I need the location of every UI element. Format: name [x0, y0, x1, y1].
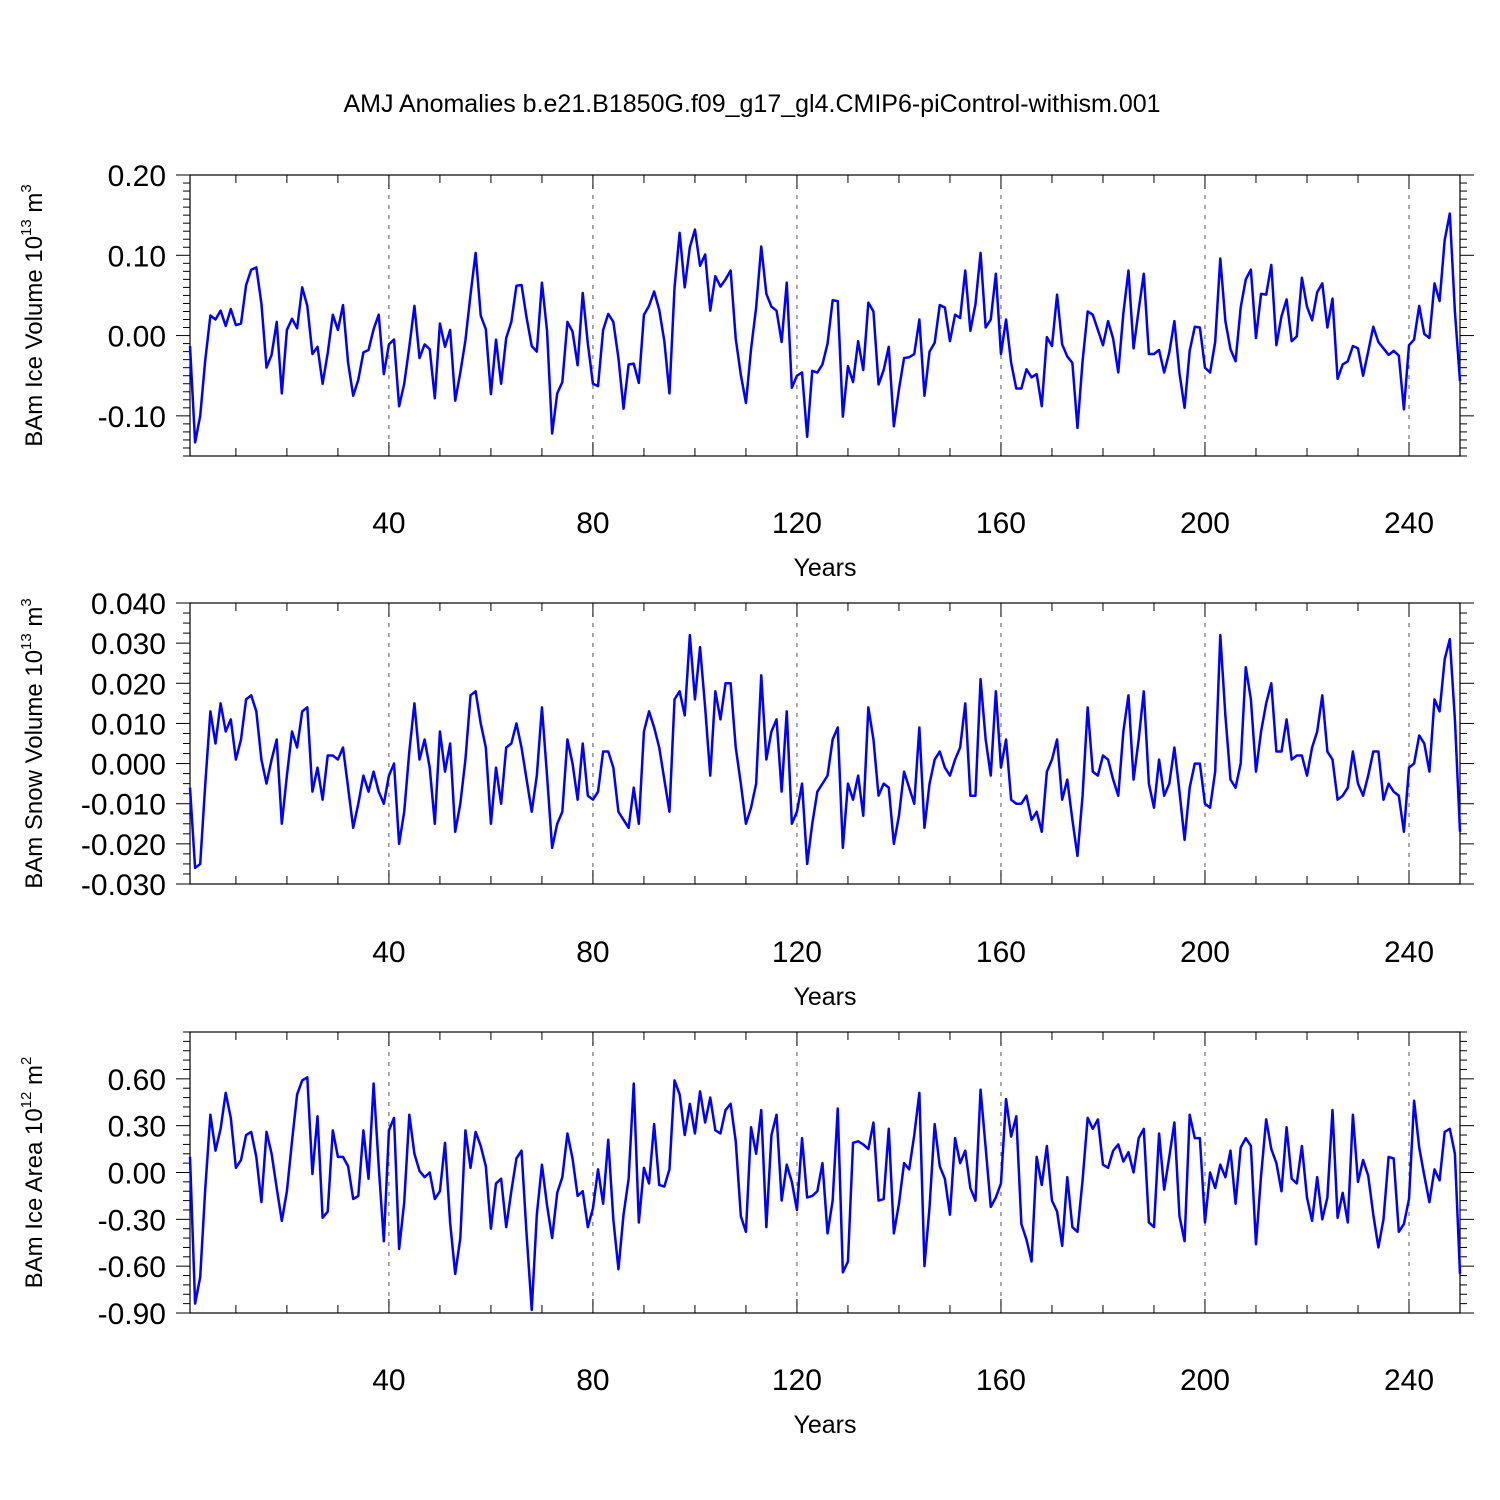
panel-snow-volume: 0.040 0.030 0.020 0.010 0.000 -0.010 -0.020 -0.…	[18, 588, 1474, 1011]
y-tick-label: -0.030	[81, 869, 166, 902]
x-tick-label: 120	[772, 507, 822, 540]
panel-ice-area: 0.60 0.30 0.00 -0.30 -0.60 -0.90 40 80 120 160 200…	[18, 1031, 1474, 1439]
panel-ice-volume: 0.20 0.10 0.00 -0.10 40 80 120 160 200 240 Years BA…	[18, 160, 1474, 582]
x-tick-label: 120	[772, 1364, 822, 1397]
y-tick-label: 0.030	[91, 628, 166, 661]
y-tick-label: 0.60	[108, 1064, 166, 1097]
y-tick-label: 0.10	[108, 240, 166, 273]
x-tick-label: 160	[976, 507, 1026, 540]
y-tick-label: 0.00	[108, 1158, 166, 1191]
y-tick-label: 0.00	[108, 321, 166, 354]
x-tick-label: 40	[372, 936, 405, 969]
x-tick-label: 80	[576, 1364, 609, 1397]
figure-title: AMJ Anomalies b.e21.B1850G.f09_g17_gl4.C…	[343, 90, 1160, 118]
x-tick-label: 40	[372, 1364, 405, 1397]
y-tick-label: -0.020	[81, 829, 166, 862]
plot-frame	[189, 602, 1461, 885]
x-tick-label: 200	[1180, 936, 1230, 969]
x-tick-label: 120	[772, 936, 822, 969]
y-tick-label: -0.10	[98, 401, 166, 434]
series-line	[188, 212, 1462, 444]
y-tick-label: -0.60	[98, 1251, 166, 1284]
x-tick-label: 240	[1384, 936, 1434, 969]
y-tick-label: 0.30	[108, 1111, 166, 1144]
y-axis-title: BAm Ice Area 1012 m2	[18, 1057, 48, 1289]
y-tick-label: -0.010	[81, 789, 166, 822]
y-tick-label: 0.010	[91, 708, 166, 741]
x-tick-label: 240	[1384, 1364, 1434, 1397]
plot-frame	[189, 1031, 1461, 1314]
x-tick-label: 200	[1180, 1364, 1230, 1397]
x-tick-label: 80	[576, 936, 609, 969]
x-tick-label: 160	[976, 936, 1026, 969]
x-tick-label: 240	[1384, 507, 1434, 540]
y-tick-label: 0.20	[108, 160, 166, 193]
y-tick-label: -0.90	[98, 1298, 166, 1331]
x-axis-title: Years	[793, 1411, 856, 1439]
plot-frame	[189, 174, 1461, 457]
series-line	[188, 1076, 1462, 1312]
x-axis-title: Years	[793, 554, 856, 582]
x-tick-label: 160	[976, 1364, 1026, 1397]
y-tick-label: 0.040	[91, 588, 166, 621]
x-axis-title: Years	[793, 983, 856, 1011]
x-tick-label: 80	[576, 507, 609, 540]
x-tick-label: 40	[372, 507, 405, 540]
y-tick-label: 0.000	[91, 749, 166, 782]
y-axis-title: BAm Snow Volume 1013 m3	[18, 598, 48, 889]
series-line	[188, 633, 1462, 870]
y-tick-label: -0.30	[98, 1204, 166, 1237]
y-axis-title: BAm Ice Volume 1013 m3	[18, 184, 48, 446]
x-tick-label: 200	[1180, 507, 1230, 540]
y-tick-label: 0.020	[91, 668, 166, 701]
